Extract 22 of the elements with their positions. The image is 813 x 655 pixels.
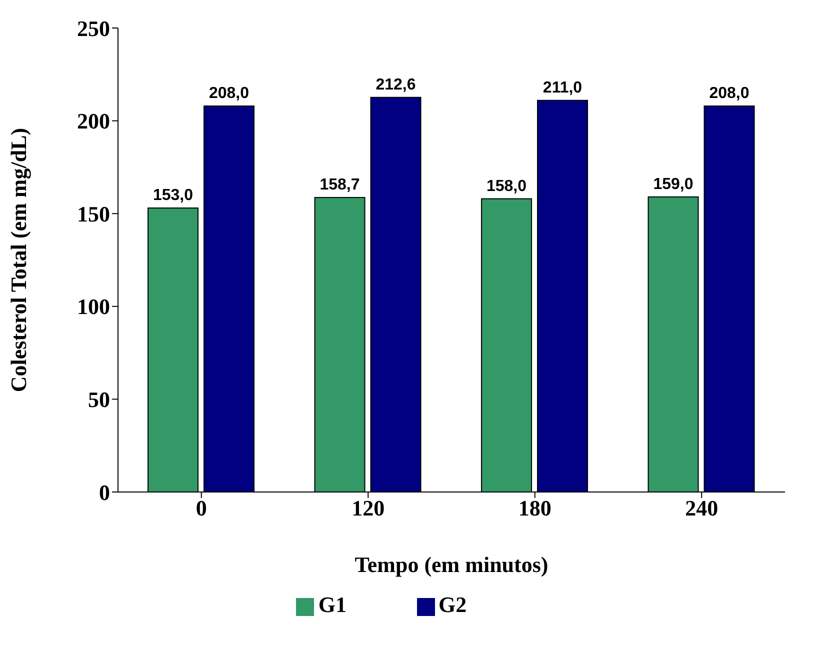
y-tick-label: 250 (77, 16, 110, 41)
y-tick-label: 200 (77, 108, 110, 134)
y-tick-label: 50 (88, 387, 110, 412)
data-label: 159,0 (653, 176, 694, 193)
x-axis-title: Tempo (em minutos) (354, 552, 548, 577)
data-label: 211,0 (542, 79, 582, 96)
y-tick-label: 150 (77, 201, 110, 226)
y-axis-title: Colesterol Total (em mg/dL) (6, 128, 31, 392)
data-label: 208,0 (709, 84, 750, 102)
legend-label: G1 (318, 592, 346, 617)
y-tick-label: 100 (77, 294, 110, 320)
data-label: 208,0 (208, 84, 250, 102)
y-tick-label: 0 (99, 480, 110, 505)
data-label: 158,7 (320, 176, 360, 194)
x-tick-label: 180 (518, 496, 552, 521)
data-label: 212,6 (376, 76, 416, 94)
legend-label: G2 (438, 592, 467, 617)
x-tick-label: 240 (685, 496, 718, 521)
x-tick-label: 120 (352, 496, 385, 521)
x-tick-label: 0 (196, 496, 207, 521)
data-label: 153,0 (152, 187, 194, 204)
data-label: 158,0 (486, 178, 527, 195)
